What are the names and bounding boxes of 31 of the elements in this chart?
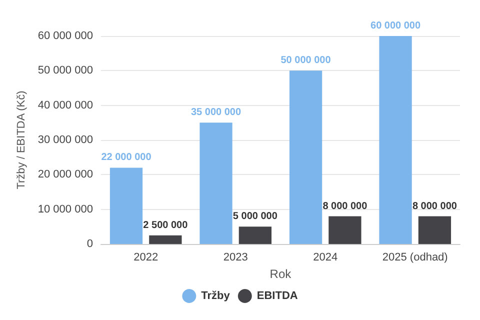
bar [200,122,232,244]
data-label: 50 000 000 [280,55,332,66]
y-axis-title: Tržby / EBITDA (Kč) [16,90,28,190]
bar [238,226,272,244]
x-tick-label: 2022 [134,252,158,264]
bar [289,70,322,244]
data-label: 2 500 000 [143,220,188,231]
y-tick-label: 40 000 000 [38,99,93,112]
x-tick-label: 2025 (odhad) [382,252,448,264]
y-tick-label: 0 [86,238,93,250]
bar [328,216,362,244]
data-label: 35 000 000 [190,107,242,118]
y-tick-label: 50 000 000 [38,64,93,77]
data-label: 60 000 000 [370,20,421,32]
data-label: 5 000 000 [232,211,278,222]
x-tick-label: 2023 [223,252,248,264]
y-tick-label: 10 000 000 [38,203,93,216]
y-tick-label: 30 000 000 [38,134,93,146]
data-label: 8 000 000 [412,200,458,212]
legend-label: Tržby [201,290,231,302]
data-label: 8 000 000 [322,200,368,212]
y-tick-label: 20 000 000 [38,168,93,181]
bar [110,168,143,244]
x-axis-title: Rok [270,266,292,281]
legend-label: EBITDA [256,290,298,302]
data-label: 22 000 000 [101,152,152,164]
bar [418,216,452,244]
bar [379,36,412,244]
y-tick-label: 60 000 000 [38,30,93,42]
x-tick-label: 2024 [313,252,338,264]
bar [149,235,182,244]
